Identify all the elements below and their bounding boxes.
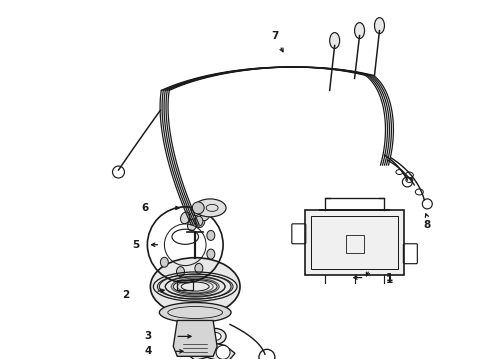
Text: 8: 8 (424, 220, 431, 230)
Text: 4: 4 (145, 346, 152, 356)
Text: 1: 1 (386, 275, 393, 285)
Ellipse shape (195, 264, 203, 273)
Text: 3: 3 (145, 332, 152, 341)
Ellipse shape (330, 32, 340, 49)
Polygon shape (187, 342, 235, 360)
Text: 1: 1 (386, 273, 393, 283)
Polygon shape (173, 320, 217, 356)
Ellipse shape (150, 258, 240, 315)
Ellipse shape (159, 302, 231, 323)
Circle shape (216, 345, 230, 359)
Ellipse shape (355, 23, 365, 39)
Ellipse shape (207, 249, 215, 259)
Ellipse shape (196, 216, 205, 228)
Ellipse shape (200, 209, 210, 221)
Ellipse shape (180, 212, 190, 224)
Ellipse shape (204, 328, 226, 345)
Ellipse shape (160, 257, 169, 267)
Ellipse shape (188, 219, 197, 231)
Ellipse shape (194, 199, 226, 217)
Ellipse shape (207, 230, 215, 240)
Text: 6: 6 (142, 203, 149, 213)
Ellipse shape (195, 216, 203, 226)
Circle shape (192, 202, 204, 214)
Bar (345, 235, 364, 253)
Text: 2: 2 (122, 289, 129, 300)
Ellipse shape (192, 204, 201, 216)
Bar (305, 210, 404, 275)
Bar (311, 216, 398, 269)
Ellipse shape (176, 267, 184, 276)
Ellipse shape (209, 332, 221, 340)
Text: 7: 7 (271, 31, 279, 41)
Bar (177, 280, 193, 289)
Text: 5: 5 (132, 240, 139, 250)
Ellipse shape (374, 18, 385, 33)
